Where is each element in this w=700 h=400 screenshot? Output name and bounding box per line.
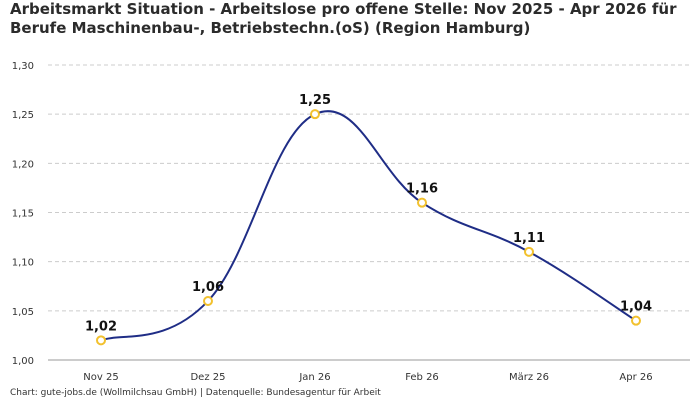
data-label: 1,04 [620,300,652,315]
data-label: 1,16 [406,182,438,197]
y-tick-label: 1,15 [12,209,34,220]
data-point [310,109,320,120]
data-point [203,296,213,306]
y-axis-tick-labels: 1,00 1,05 1,10 1,15 1,20 1,25 1,30 [12,61,34,367]
chart-title-line-2: Berufe Maschinenbau-, Betriebstechn.(oS)… [10,19,531,37]
y-tick-label: 1,30 [12,61,34,72]
data-label: 1,02 [85,319,117,334]
x-tick-label: Nov 25 [83,372,118,383]
x-tick-label: Dez 25 [190,372,225,383]
x-tick-label: Feb 26 [405,372,439,383]
series-line [100,110,637,342]
y-tick-label: 1,05 [12,307,34,318]
data-point [524,246,534,257]
data-point [96,335,106,346]
data-label: 1,25 [299,93,331,108]
chart-title-line-1: Arbeitsmarkt Situation - Arbeitslose pro… [10,0,677,18]
x-tick-label: März 26 [509,372,549,383]
footer-source: Chart: gute-jobs.de (Wollmilchsau GmbH) … [10,388,381,398]
y-tick-label: 1,20 [12,159,34,170]
data-label: 1,06 [192,280,224,295]
grid-lines [48,64,690,361]
data-labels: 1,02 1,06 1,25 1,16 1,11 1,04 [85,93,652,334]
y-tick-label: 1,10 [12,258,34,269]
data-label: 1,11 [513,231,545,246]
y-tick-label: 1,25 [12,110,34,121]
chart-title: Arbeitsmarkt Situation - Arbeitslose pro… [10,0,690,38]
data-points [96,109,641,346]
data-point [631,315,641,326]
x-tick-label: Apr 26 [619,372,652,383]
x-tick-label: Jan 26 [298,372,330,383]
data-point [417,197,427,208]
x-axis-tick-labels: Nov 25 Dez 25 Jan 26 Feb 26 März 26 Apr 26 [83,372,652,383]
y-tick-label: 1,00 [12,356,34,367]
